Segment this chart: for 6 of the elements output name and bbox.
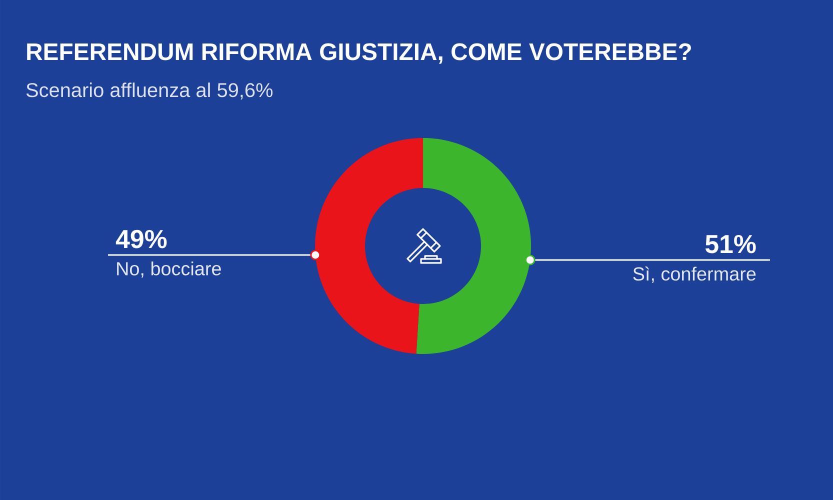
data-label: 51% — [705, 234, 756, 254]
data-label: 49% — [116, 230, 167, 248]
slice-label: No, bocciare — [117, 262, 221, 278]
chart-subtitle: Scenario affluenza al 59,6% — [26, 82, 273, 100]
slice-label: Sì, confermare — [633, 266, 756, 283]
chart-title: REFERENDUM RIFORMA GIUSTIZIA, COME VOTEREBBE? — [27, 43, 691, 64]
